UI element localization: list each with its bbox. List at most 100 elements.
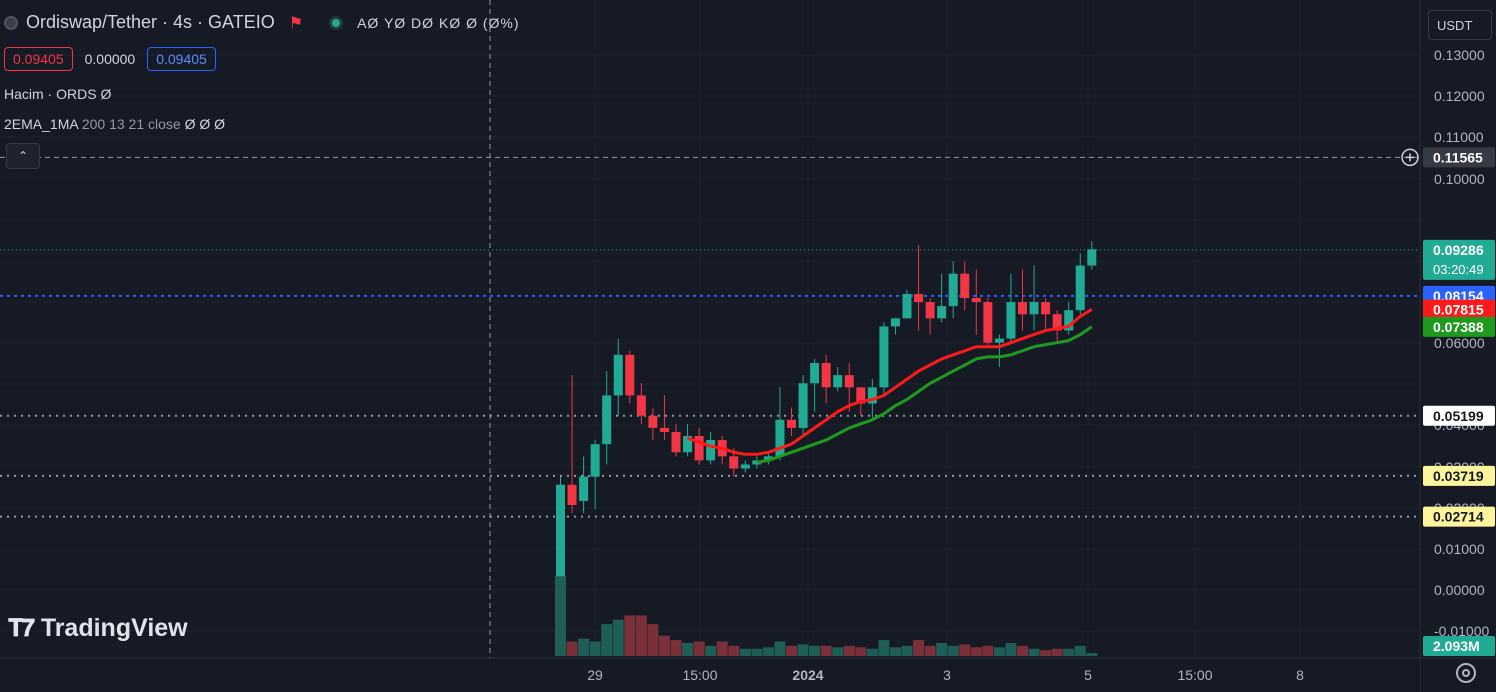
candle-body xyxy=(706,440,716,461)
volume-bar xyxy=(682,642,694,656)
y-tick-label: 0.10000 xyxy=(1434,171,1485,187)
price-label-text: 0.05199 xyxy=(1433,408,1484,424)
volume-bar xyxy=(855,647,867,656)
candle-body xyxy=(590,444,600,477)
volume-bar xyxy=(716,641,728,656)
currency-selector[interactable]: USDT xyxy=(1428,10,1492,40)
spread-value: 0.00000 xyxy=(84,51,136,67)
volume-bar xyxy=(924,645,936,656)
candle-body xyxy=(1018,302,1027,315)
y-tick-label: 0.06000 xyxy=(1434,335,1485,351)
x-tick-label: 3 xyxy=(943,667,951,683)
settings-gear-icon[interactable] xyxy=(1456,663,1476,683)
price-label-text: 0.11565 xyxy=(1433,149,1483,165)
sell-price-button[interactable]: 0.09405 xyxy=(4,47,73,71)
volume-bar xyxy=(936,642,948,656)
watermark-text: TradingView xyxy=(40,614,188,642)
candle-body xyxy=(867,387,877,404)
candle-body xyxy=(879,326,889,388)
volume-indicator-legend[interactable]: Hacim · ORDS Ø xyxy=(4,86,112,102)
ema-params: 200 13 21 close xyxy=(81,116,181,132)
candle-body xyxy=(948,273,958,307)
x-tick-label: 8 xyxy=(1296,667,1304,683)
ema21-line xyxy=(756,325,1093,464)
volume-bar xyxy=(728,645,740,656)
candle-body xyxy=(579,476,589,501)
price-label xyxy=(1423,239,1495,280)
price-label xyxy=(1423,506,1495,527)
volume-bar xyxy=(993,647,1005,656)
candle-body xyxy=(1052,314,1062,331)
symbol-logo-icon xyxy=(4,15,18,30)
volume-bar xyxy=(705,645,717,656)
candle-body xyxy=(613,354,623,396)
buy-price-button[interactable]: 0.09405 xyxy=(147,47,216,71)
volume-bar xyxy=(959,644,971,656)
candle-body xyxy=(636,395,646,416)
collapse-legend-button[interactable]: ⌃ xyxy=(6,143,40,169)
candle-body xyxy=(856,387,866,404)
price-label xyxy=(1423,147,1495,168)
volume-bar xyxy=(809,645,821,656)
candle-body xyxy=(994,338,1004,343)
candle-body xyxy=(1029,302,1039,315)
trade-boxes: 0.09405 0.00000 0.09405 xyxy=(4,47,216,71)
candle-body xyxy=(1041,302,1051,315)
ema-indicator-legend[interactable]: 2EMA_1MA 200 13 21 close Ø Ø Ø xyxy=(4,116,225,132)
plus-circle-icon xyxy=(1401,148,1419,167)
volume-bar xyxy=(786,645,797,656)
volume-bar xyxy=(970,647,982,656)
volume-bar xyxy=(889,647,901,656)
volume-bar xyxy=(1005,642,1017,656)
volume-bar xyxy=(1086,653,1098,656)
volume-bar xyxy=(866,648,878,656)
candle-body xyxy=(1075,265,1085,311)
y-tick-label: -0.01000 xyxy=(1434,623,1489,639)
price-label-text: 0.02714 xyxy=(1433,509,1484,525)
ema-name: 2EMA_1MA xyxy=(4,116,78,132)
volume-bar xyxy=(982,645,994,656)
volume-bar xyxy=(1017,645,1028,656)
flag-icon[interactable]: ⚑ xyxy=(288,14,304,32)
volume-bar xyxy=(670,640,682,656)
y-tick-label: 0.11000 xyxy=(1434,129,1484,145)
price-label-text: 0.07388 xyxy=(1433,319,1484,335)
volume-bar xyxy=(658,635,670,656)
volume-bar xyxy=(1051,648,1063,656)
symbol-title[interactable]: Ordiswap/Tether · 4s · GATEIO xyxy=(26,12,275,32)
candle-body xyxy=(683,436,693,453)
market-status-icon[interactable] xyxy=(329,15,344,30)
candle-body xyxy=(810,362,820,384)
volume-bar xyxy=(589,641,601,656)
candle-body xyxy=(925,302,935,319)
volume-bar xyxy=(1040,650,1052,656)
candle-body xyxy=(648,415,658,428)
candle-body xyxy=(694,436,704,461)
ema-values: Ø Ø Ø xyxy=(184,116,226,132)
candle-body xyxy=(729,456,739,469)
candle-body xyxy=(844,375,854,388)
y-tick-label: 0.01000 xyxy=(1434,541,1485,557)
volume-bar xyxy=(1074,645,1086,656)
volume-bar xyxy=(693,641,705,656)
candle-body xyxy=(659,427,669,432)
price-label-text: 0.03719 xyxy=(1433,468,1484,484)
x-tick-label: 15:00 xyxy=(682,667,717,683)
y-tick-label: 0.12000 xyxy=(1434,88,1485,104)
candle-body xyxy=(937,306,947,319)
volume-bar xyxy=(832,647,844,656)
volume-bar xyxy=(762,647,774,656)
chevron-up-icon: ⌃ xyxy=(17,149,29,163)
price-label xyxy=(1423,299,1495,320)
ohlc-values: AØ YØ DØ KØ Ø (Ø%) xyxy=(357,14,520,31)
candle-body xyxy=(914,293,924,303)
candle-body xyxy=(775,419,785,457)
volume-bar xyxy=(612,619,624,656)
x-tick-label: 29 xyxy=(587,667,603,683)
candle-body xyxy=(971,298,981,303)
candle-body xyxy=(983,302,993,343)
volume-bar xyxy=(901,645,913,656)
x-tick-label: 2024 xyxy=(792,667,823,683)
volume-bar xyxy=(820,645,832,656)
